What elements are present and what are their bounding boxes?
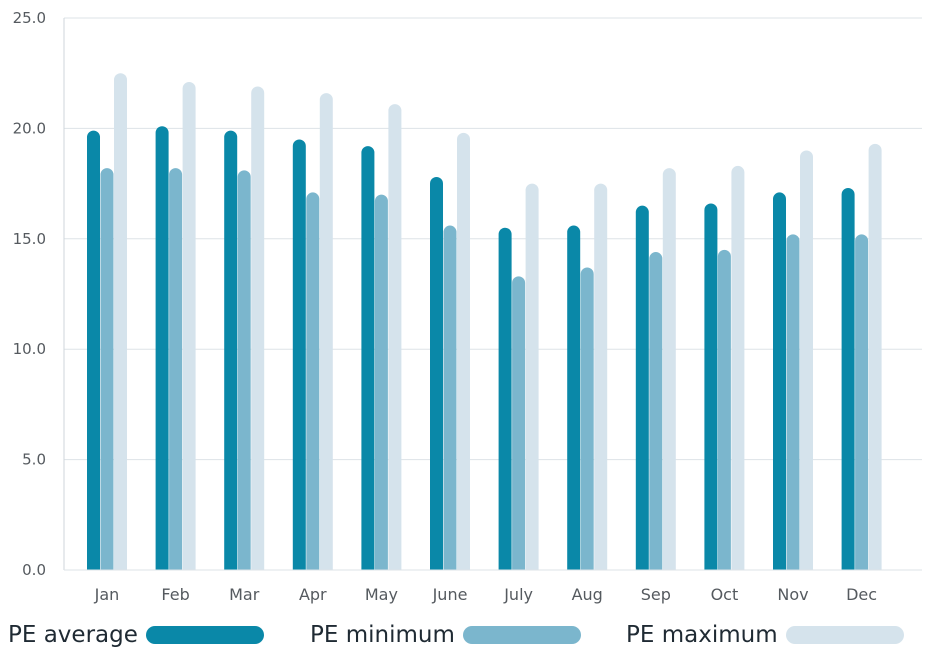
- chart-area: 0.0 5.0 10.0 15.0 20.0 25.0 Jan Feb Mar Apr May Jun…: [13, 9, 923, 604]
- bar-pe-average: [361, 146, 375, 576]
- bar-pe-maximum: [868, 143, 882, 576]
- x-tick-label: Dec: [846, 585, 877, 604]
- bar-pe-average: [224, 130, 238, 576]
- x-tick-label: June: [432, 585, 468, 604]
- bar-pe-maximum: [525, 183, 539, 576]
- bar-pe-maximum: [800, 150, 813, 577]
- x-tick-label: Mar: [229, 585, 260, 604]
- y-tick-label: 25.0: [13, 9, 46, 27]
- bar-pe-average: [773, 192, 786, 576]
- legend-item-maximum: PE maximum: [626, 618, 904, 652]
- bar-pe-minimum: [100, 168, 114, 577]
- legend-swatch-average: [145, 626, 264, 644]
- bar-pe-minimum: [306, 192, 320, 576]
- bar-pe-average: [635, 205, 649, 576]
- x-tick-label: July: [503, 585, 533, 604]
- legend-swatch-minimum: [462, 626, 581, 644]
- x-tick-label: Feb: [161, 585, 189, 604]
- bar-pe-maximum: [114, 73, 127, 576]
- bar-pe-minimum: [237, 170, 251, 577]
- bar-pe-maximum: [457, 132, 470, 577]
- legend-label-average: PE average: [8, 622, 138, 648]
- x-tick-label: Sep: [641, 585, 671, 604]
- legend-swatch-maximum: [785, 626, 904, 644]
- bar-pe-maximum: [594, 183, 608, 576]
- x-tick-label: Oct: [711, 585, 739, 604]
- bar-chart: 0.0 5.0 10.0 15.0 20.0 25.0 Jan Feb Mar Apr May Jun…: [13, 9, 923, 604]
- bar-pe-minimum: [169, 168, 183, 577]
- bar-pe-average: [430, 176, 443, 576]
- bar-pe-average: [841, 188, 855, 577]
- baseline-mask: [65, 570, 923, 579]
- bar-pe-maximum: [319, 93, 333, 577]
- y-tick-label: 20.0: [13, 119, 46, 137]
- y-tick-label: 15.0: [13, 230, 46, 248]
- bar-pe-minimum: [443, 225, 457, 576]
- bar-pe-minimum: [855, 234, 869, 576]
- bar-pe-average: [704, 203, 718, 577]
- bar-pe-average: [567, 225, 581, 576]
- legend-item-minimum: PE minimum: [310, 618, 581, 652]
- bar-pe-maximum: [731, 165, 745, 576]
- bar-pe-minimum: [649, 252, 663, 576]
- legend: PE average PE minimum PE maximum: [0, 618, 930, 652]
- y-tick-label: 0.0: [22, 561, 46, 579]
- bar-pe-maximum: [251, 86, 265, 576]
- legend-item-average: PE average: [8, 618, 264, 652]
- bar-pe-maximum: [662, 168, 676, 577]
- bar-pe-minimum: [717, 249, 731, 576]
- bar-pe-maximum: [388, 104, 402, 576]
- x-tick-label: Jan: [94, 585, 120, 604]
- y-tick-label: 10.0: [13, 340, 46, 358]
- bar-pe-minimum: [786, 234, 800, 576]
- legend-label-minimum: PE minimum: [310, 622, 455, 648]
- x-tick-label: Nov: [777, 585, 808, 604]
- bar-pe-average: [87, 130, 100, 576]
- y-tick-label: 5.0: [22, 451, 46, 469]
- x-tick-label: Aug: [572, 585, 603, 604]
- x-tick-label: Apr: [299, 585, 327, 604]
- bar-pe-minimum: [580, 267, 594, 576]
- bar-pe-average: [498, 227, 512, 576]
- bar-pe-minimum: [512, 276, 526, 576]
- bar-pe-average: [292, 139, 306, 576]
- x-tick-label: May: [365, 585, 398, 604]
- bar-pe-minimum: [374, 194, 388, 576]
- legend-label-maximum: PE maximum: [626, 622, 778, 648]
- bar-pe-maximum: [182, 82, 196, 577]
- bar-pe-average: [155, 126, 169, 576]
